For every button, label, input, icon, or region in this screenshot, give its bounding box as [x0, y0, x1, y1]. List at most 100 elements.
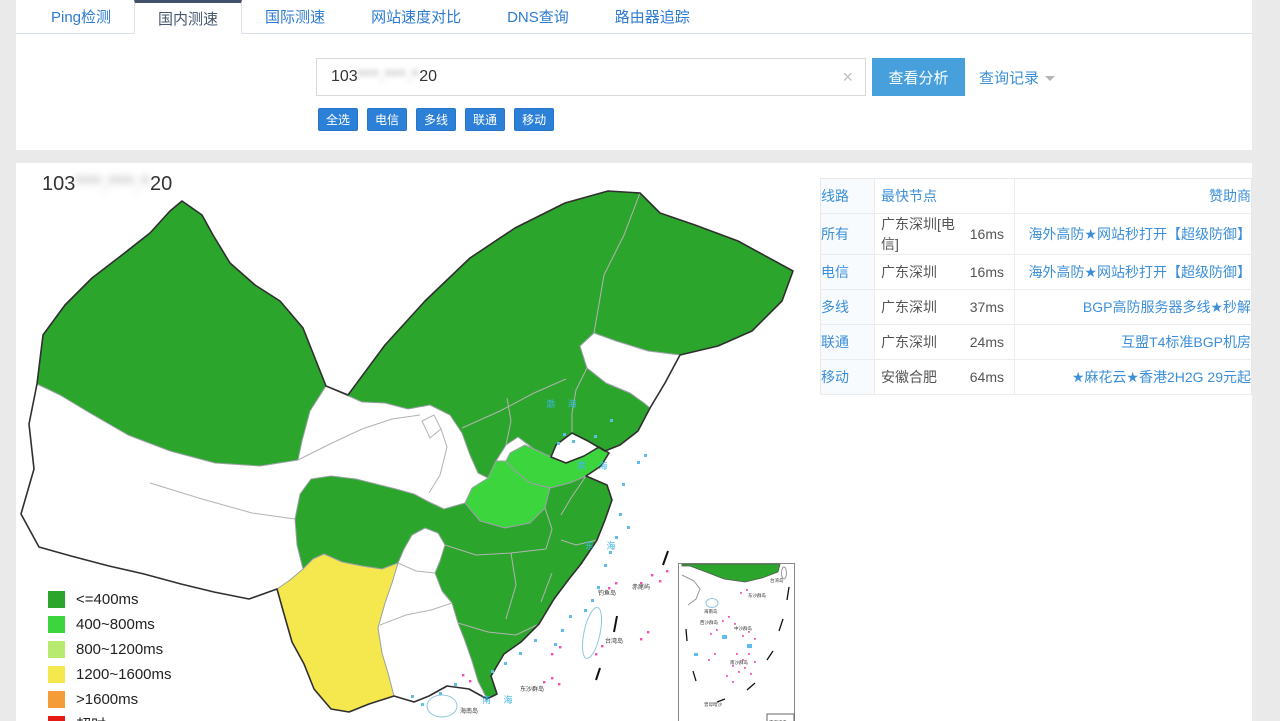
china-latency-map: 渤 海 黄 海 东 海 南 海 钓鱼岛 赤尾屿 台湾岛 东沙群岛 海南岛: [20, 190, 795, 721]
table-row: 联通 广东深圳 24ms 互盟T4标准BGP机房: [820, 324, 1252, 360]
node-name: 广东深圳: [881, 299, 937, 315]
border-guizhou-guangxi: [379, 602, 453, 626]
border-chongqing-guizhou: [397, 562, 436, 574]
header-sponsor: 赞助商: [1014, 178, 1252, 214]
title-ip-prefix: 103: [42, 173, 76, 195]
tab-domestic-speed[interactable]: 国内测速: [134, 0, 243, 34]
border-guangdong-north: [457, 622, 540, 636]
inset-label-zhongsha: 中沙群岛: [734, 625, 752, 632]
filter-row: 全选 电信 多线 联通 移动: [318, 108, 1252, 131]
island-label-hainan: 海南岛: [460, 707, 478, 715]
legend-label: 400~800ms: [76, 616, 155, 633]
south-china-sea-inset: 台湾岛 东沙群岛 海南岛 西沙群岛 中沙群岛 南沙群岛 曾母暗沙 南海诸岛: [678, 563, 795, 721]
legend-row: 1200~1600ms: [48, 666, 172, 683]
sponsor-link[interactable]: BGP高防服务器多线★秒解: [1082, 299, 1251, 315]
page-title: 103***.***.*20: [42, 173, 172, 196]
boundary-dashes: [595, 550, 669, 681]
legend-label: 800~1200ms: [76, 641, 164, 658]
border-liaoning-west: [571, 367, 588, 433]
border-hunan-jiangxi: [505, 552, 517, 620]
node-latency: 24ms: [969, 334, 1004, 350]
inset-label-xisha: 西沙群岛: [700, 619, 718, 626]
filter-mobile-button[interactable]: 移动: [514, 108, 555, 131]
line-label: 多线: [820, 289, 875, 325]
node-latency: 16ms: [969, 226, 1004, 242]
history-dropdown[interactable]: 查询记录: [979, 67, 1056, 88]
line-label: 电信: [820, 254, 875, 290]
tab-site-compare[interactable]: 网站速度对比: [371, 9, 462, 26]
legend-row: <=400ms: [48, 591, 172, 608]
sea-label-south-sea: 南 海: [482, 694, 518, 705]
chevron-down-icon: [1045, 75, 1056, 81]
legend-swatch: [48, 616, 65, 633]
sponsor-link[interactable]: ★麻花云★香港2H2G 29元起: [1071, 369, 1251, 385]
inset-label-hainan: 海南岛: [704, 608, 718, 615]
filter-telecom-button[interactable]: 电信: [367, 108, 408, 131]
history-label: 查询记录: [979, 69, 1040, 87]
inset-label-nansha: 南沙群岛: [730, 659, 748, 666]
node-latency: 64ms: [969, 369, 1004, 385]
table-row: 多线 广东深圳 37ms BGP高防服务器多线★秒解: [820, 289, 1252, 325]
sea-label-bohai: 渤 海: [546, 398, 582, 409]
inset-mainland-coast: [681, 563, 781, 583]
ip-prefix: 103: [331, 68, 358, 85]
ip-suffix: 20: [419, 68, 437, 85]
sponsor-link[interactable]: 海外高防★网站秒打开【超级防御】: [1028, 264, 1251, 280]
border-jiangxi-fujian: [540, 572, 553, 603]
border-qinghai-gansu: [297, 414, 421, 461]
border-shanxi-hebei: [505, 397, 512, 446]
sponsor-link[interactable]: 海外高防★网站秒打开【超级防御】: [1028, 226, 1251, 242]
border-hlj-neimenggu: [593, 192, 641, 334]
tab-international-speed[interactable]: 国际测速: [265, 9, 326, 26]
island-label-dongsha: 东沙群岛: [520, 685, 544, 693]
border-hubei-hunan: [444, 544, 547, 556]
legend-label: 超时: [76, 714, 106, 721]
inset-hainan: [705, 598, 719, 608]
clear-icon[interactable]: ×: [842, 66, 853, 87]
node-latency: 37ms: [969, 299, 1004, 315]
island-label-chiwei: 赤尾屿: [632, 583, 650, 591]
legend-row: >1600ms: [48, 691, 172, 708]
header-line: 线路: [820, 178, 875, 214]
content: Ping检测 国内测速 国际测速 网站速度对比 DNS查询 路由器追踪 103 *…: [16, 0, 1252, 721]
filter-unicom-button[interactable]: 联通: [465, 108, 506, 131]
border-jiangsu-anhui: [560, 475, 587, 516]
border-neimenggu-hebei: [461, 378, 567, 429]
legend-swatch: [48, 641, 65, 658]
border-gansu-shaanxi: [428, 428, 448, 494]
table-row: 移动 安徽合肥 64ms ★麻花云★香港2H2G 29元起: [820, 359, 1252, 395]
target-input[interactable]: 103 ***.***.* 20 ×: [316, 58, 866, 96]
legend-label: <=400ms: [76, 591, 139, 608]
search-row: 103 ***.***.* 20 × 查看分析 查询记录: [316, 58, 1252, 96]
sponsor-link[interactable]: 互盟T4标准BGP机房: [1121, 334, 1251, 350]
filter-multiline-button[interactable]: 多线: [416, 108, 457, 131]
table-header-row: 线路 最快节点 赞助商: [820, 178, 1252, 214]
node-name: 广东深圳[电信]: [881, 216, 955, 252]
legend-label: 1200~1600ms: [76, 666, 172, 683]
border-zhejiang: [560, 539, 598, 546]
node-name: 安徽合肥: [881, 369, 937, 385]
tab-dns-lookup[interactable]: DNS查询: [507, 9, 569, 26]
tab-traceroute[interactable]: 路由器追踪: [614, 9, 690, 26]
border-xizang-qinghai: [149, 482, 296, 520]
china-outline: [20, 190, 794, 713]
legend-label: >1600ms: [76, 691, 139, 708]
legend-swatch: [48, 716, 65, 721]
node-name: 广东深圳: [881, 334, 937, 350]
analyze-button[interactable]: 查看分析: [872, 58, 965, 96]
legend-swatch: [48, 666, 65, 683]
result-panel: 103***.***.*20: [16, 163, 1252, 721]
line-label: 移动: [820, 359, 875, 395]
node-latency: 16ms: [969, 264, 1004, 280]
node-name: 广东深圳: [881, 264, 937, 280]
inset-title-box: 南海诸岛: [769, 719, 787, 721]
sea-label-east-sea: 东 海: [585, 540, 621, 551]
inset-vietnam-coast: [681, 574, 701, 606]
table-row: 电信 广东深圳 16ms 海外高防★网站秒打开【超级防御】: [820, 254, 1252, 290]
tab-ping[interactable]: Ping检测: [51, 9, 112, 26]
line-label: 所有: [820, 213, 875, 255]
filter-all-button[interactable]: 全选: [318, 108, 359, 131]
taiwan-island: [581, 607, 603, 659]
legend-swatch: [48, 591, 65, 608]
